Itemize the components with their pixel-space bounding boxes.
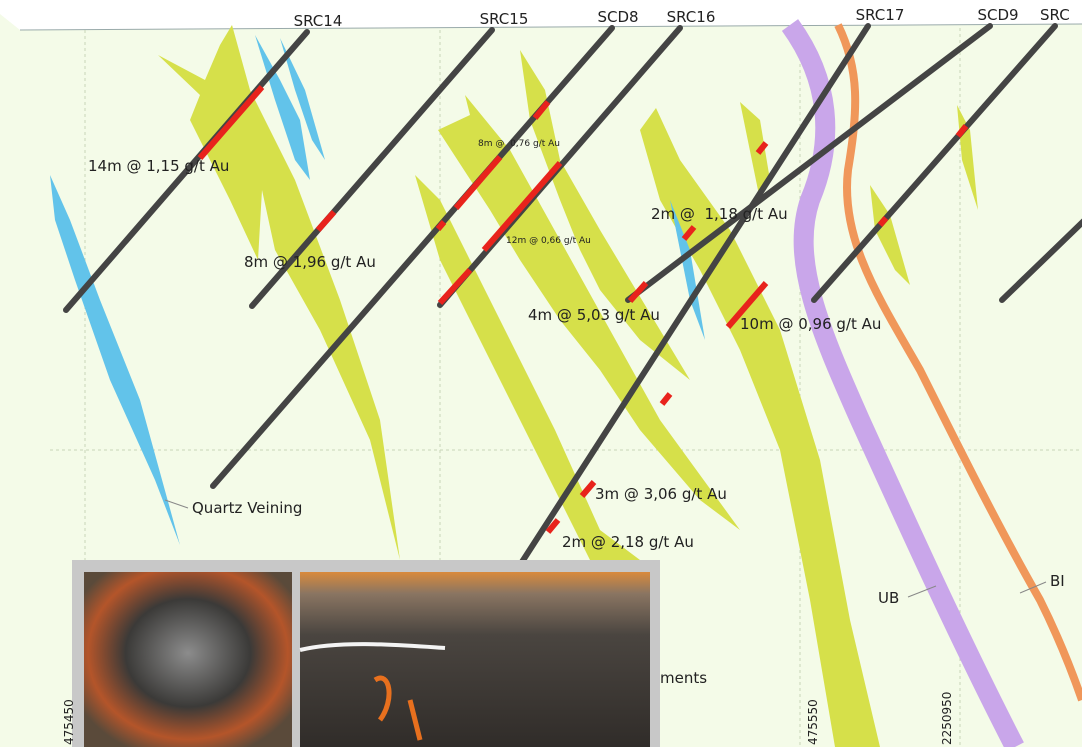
intercepts bbox=[197, 85, 969, 534]
vein bbox=[280, 38, 325, 160]
drill-hole bbox=[63, 29, 310, 313]
intercept bbox=[435, 220, 447, 231]
intercept-label: 8m @ 1,96 g/t Au bbox=[244, 253, 376, 271]
intercept bbox=[437, 267, 473, 306]
drill-hole bbox=[517, 23, 871, 568]
drill-hole bbox=[625, 23, 993, 303]
intercept bbox=[453, 155, 503, 210]
leader bbox=[1019, 581, 1047, 594]
zone bbox=[870, 185, 910, 285]
unit-labels: Quartz Veining UB BI ments bbox=[164, 499, 1065, 687]
zone bbox=[740, 102, 770, 200]
hole-label: SCD9 bbox=[977, 6, 1018, 24]
unit-label: UB bbox=[878, 589, 899, 607]
hole-label: SRC14 bbox=[294, 12, 343, 30]
intercept bbox=[532, 100, 551, 120]
intercept-label: 3m @ 3,06 g/t Au bbox=[595, 485, 727, 503]
drill-hole bbox=[999, 218, 1082, 303]
intercept bbox=[197, 85, 265, 160]
leader bbox=[907, 585, 937, 598]
zone bbox=[438, 95, 740, 530]
grid bbox=[50, 28, 1082, 747]
intercept bbox=[877, 216, 889, 227]
vein bbox=[50, 175, 180, 545]
intercept bbox=[627, 281, 649, 303]
intercept-label: 2m @ 2,18 g/t Au bbox=[562, 533, 694, 551]
intercept bbox=[725, 281, 769, 329]
photo-panel bbox=[72, 560, 660, 747]
zone bbox=[520, 50, 690, 380]
core-photo bbox=[84, 572, 292, 747]
unit-label: BI bbox=[1050, 572, 1065, 590]
intercept bbox=[545, 518, 561, 534]
hole-label: SCD8 bbox=[597, 8, 638, 26]
intercept bbox=[755, 141, 769, 155]
leader bbox=[164, 499, 189, 509]
unit-label: ments bbox=[660, 669, 707, 687]
intercept bbox=[659, 392, 673, 406]
photo-detail bbox=[299, 642, 446, 652]
vein bbox=[255, 35, 310, 180]
ub-unit bbox=[781, 19, 1024, 747]
coordinates: 475450 475550 2250950 bbox=[62, 692, 954, 745]
zone bbox=[158, 25, 400, 560]
hole-label: SRC15 bbox=[480, 10, 529, 28]
intercept-label: 14m @ 1,15 g/t Au bbox=[88, 157, 229, 175]
hole-labels: SRC14 SRC15 SCD8 SRC16 SRC17 SCD9 SRC bbox=[294, 6, 1070, 30]
hole-label: SRC17 bbox=[856, 6, 905, 24]
intercept-label: 10m @ 0,96 g/t Au bbox=[740, 315, 881, 333]
coordinate-label: 475550 bbox=[806, 699, 820, 745]
intercept bbox=[481, 161, 563, 252]
vein bbox=[670, 200, 705, 340]
intercept bbox=[681, 225, 697, 241]
zone bbox=[640, 108, 880, 747]
coordinate-label: 2250950 bbox=[940, 692, 954, 745]
unit-label: Quartz Veining bbox=[192, 499, 302, 517]
intercept bbox=[579, 480, 597, 498]
quartz-veins bbox=[50, 35, 705, 545]
drill-hole bbox=[249, 27, 495, 309]
topography bbox=[19, 23, 1082, 31]
intercept-label: 8m @ 0,76 g/t Au bbox=[478, 139, 560, 149]
intercept-labels: 14m @ 1,15 g/t Au 8m @ 1,96 g/t Au 8m @ … bbox=[88, 139, 881, 551]
hole-label: SRC16 bbox=[667, 8, 716, 26]
intercept bbox=[315, 210, 337, 232]
core-photo bbox=[300, 572, 650, 747]
intercept-label: 12m @ 0,66 g/t Au bbox=[506, 236, 591, 246]
photo-detail bbox=[373, 675, 423, 741]
drill-hole bbox=[811, 23, 1058, 303]
intercept-label: 2m @ 1,18 g/t Au bbox=[651, 205, 788, 223]
intercept bbox=[955, 124, 969, 138]
intercept-label: 4m @ 5,03 g/t Au bbox=[528, 306, 660, 324]
sky bbox=[0, 0, 1082, 30]
hole-label: SRC bbox=[1040, 6, 1070, 24]
coordinate-label: 475450 bbox=[62, 699, 76, 745]
